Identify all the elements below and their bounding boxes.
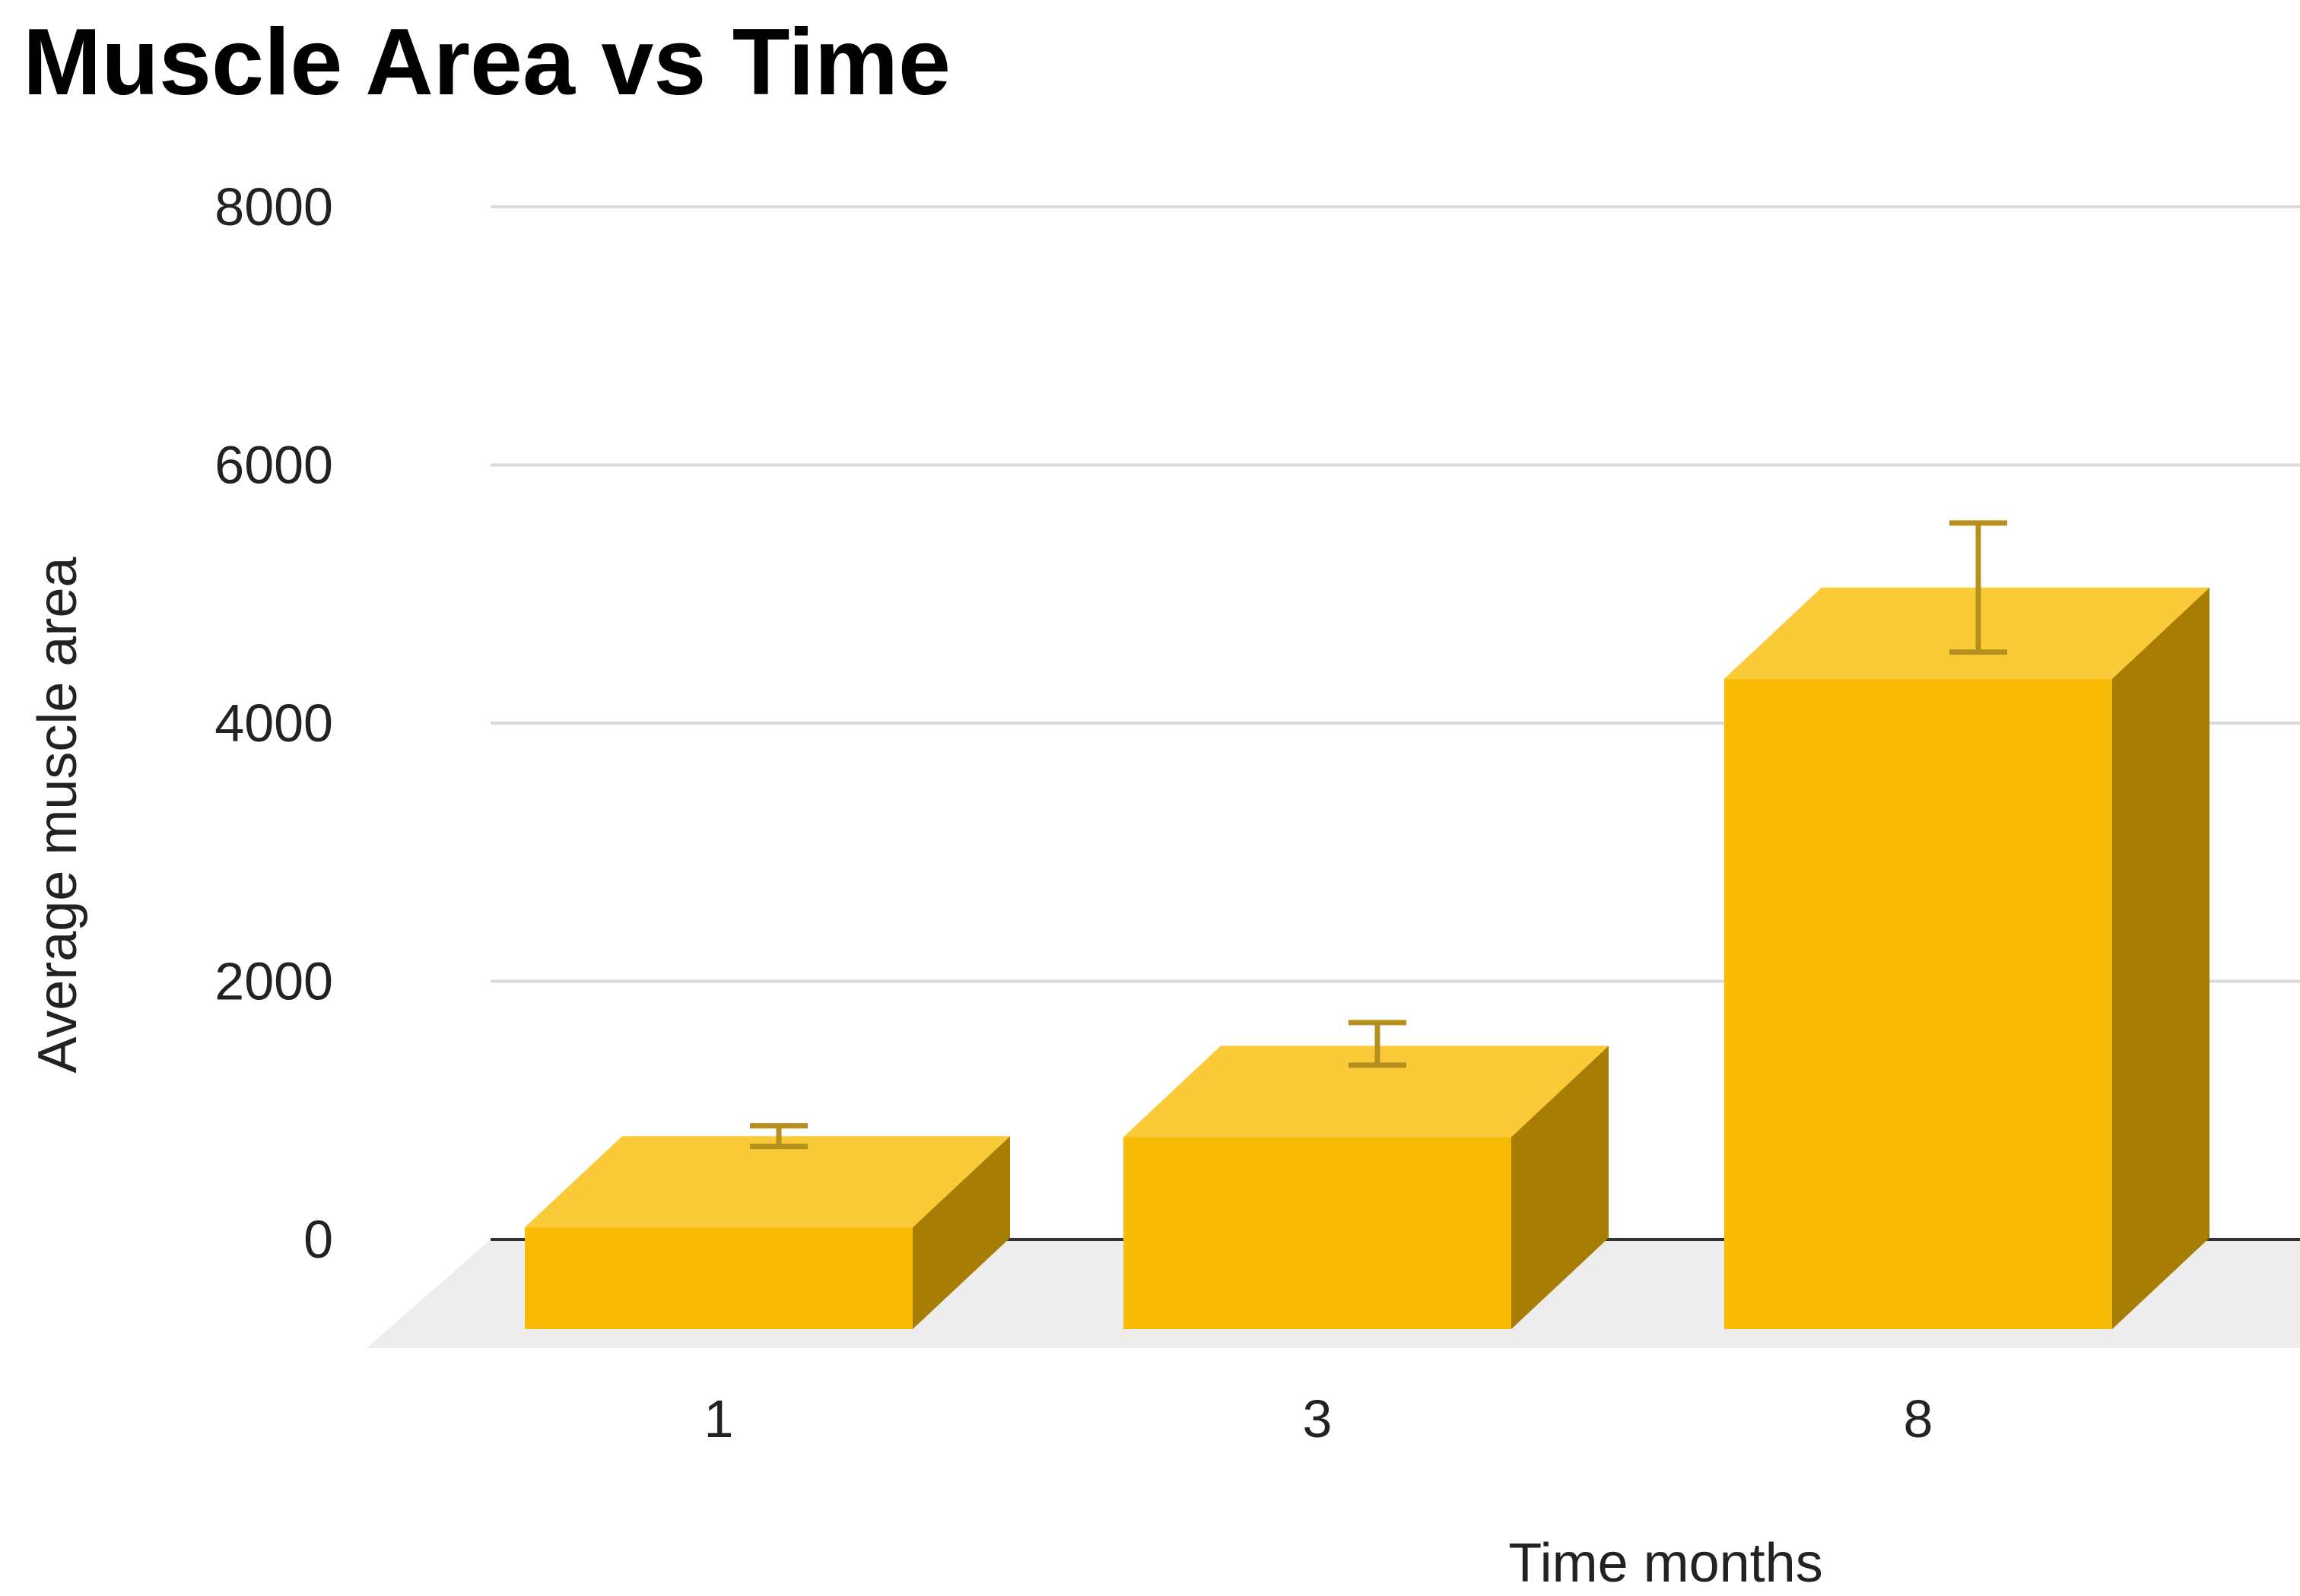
y-tick-label: 8000 xyxy=(214,177,333,236)
bar-side-face xyxy=(913,1136,1010,1329)
bar xyxy=(525,1136,1010,1329)
y-tick-label: 4000 xyxy=(214,693,333,753)
bar-top-face xyxy=(525,1136,1010,1228)
bars xyxy=(525,520,2209,1329)
bar-side-face xyxy=(2112,587,2209,1329)
x-tick-label: 8 xyxy=(1904,1389,1933,1448)
bar-side-face xyxy=(1511,1045,1609,1329)
y-tick-label: 0 xyxy=(303,1210,333,1269)
chart-title: Muscle Area vs Time xyxy=(23,10,951,115)
x-axis-ticks: 1 3 8 xyxy=(704,1389,1933,1448)
bar-front-face xyxy=(525,1227,913,1329)
y-tick-label: 6000 xyxy=(214,436,333,495)
x-tick-label: 3 xyxy=(1303,1389,1333,1448)
x-axis-label: Time months xyxy=(1508,1533,1822,1594)
bar-front-face xyxy=(1724,678,2112,1329)
y-axis-ticks: 0 2000 4000 6000 8000 xyxy=(214,177,333,1269)
bar xyxy=(1123,1045,1609,1329)
x-tick-label: 1 xyxy=(704,1389,734,1448)
error-bar xyxy=(1349,1020,1406,1068)
error-bar xyxy=(1949,520,2007,655)
y-axis-label: Average muscle area xyxy=(27,557,88,1074)
bar xyxy=(1724,587,2209,1329)
y-tick-label: 2000 xyxy=(214,952,333,1011)
bar-top-face xyxy=(1123,1045,1609,1138)
error-bar xyxy=(750,1123,808,1150)
bar-front-face xyxy=(1123,1137,1511,1329)
bar-top-face xyxy=(1724,587,2209,679)
